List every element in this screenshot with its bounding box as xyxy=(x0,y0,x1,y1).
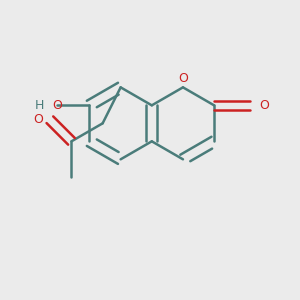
Text: O: O xyxy=(33,113,43,126)
Text: O: O xyxy=(259,99,269,112)
Text: O: O xyxy=(52,99,62,112)
Text: O: O xyxy=(178,72,188,85)
Text: H: H xyxy=(35,99,44,112)
